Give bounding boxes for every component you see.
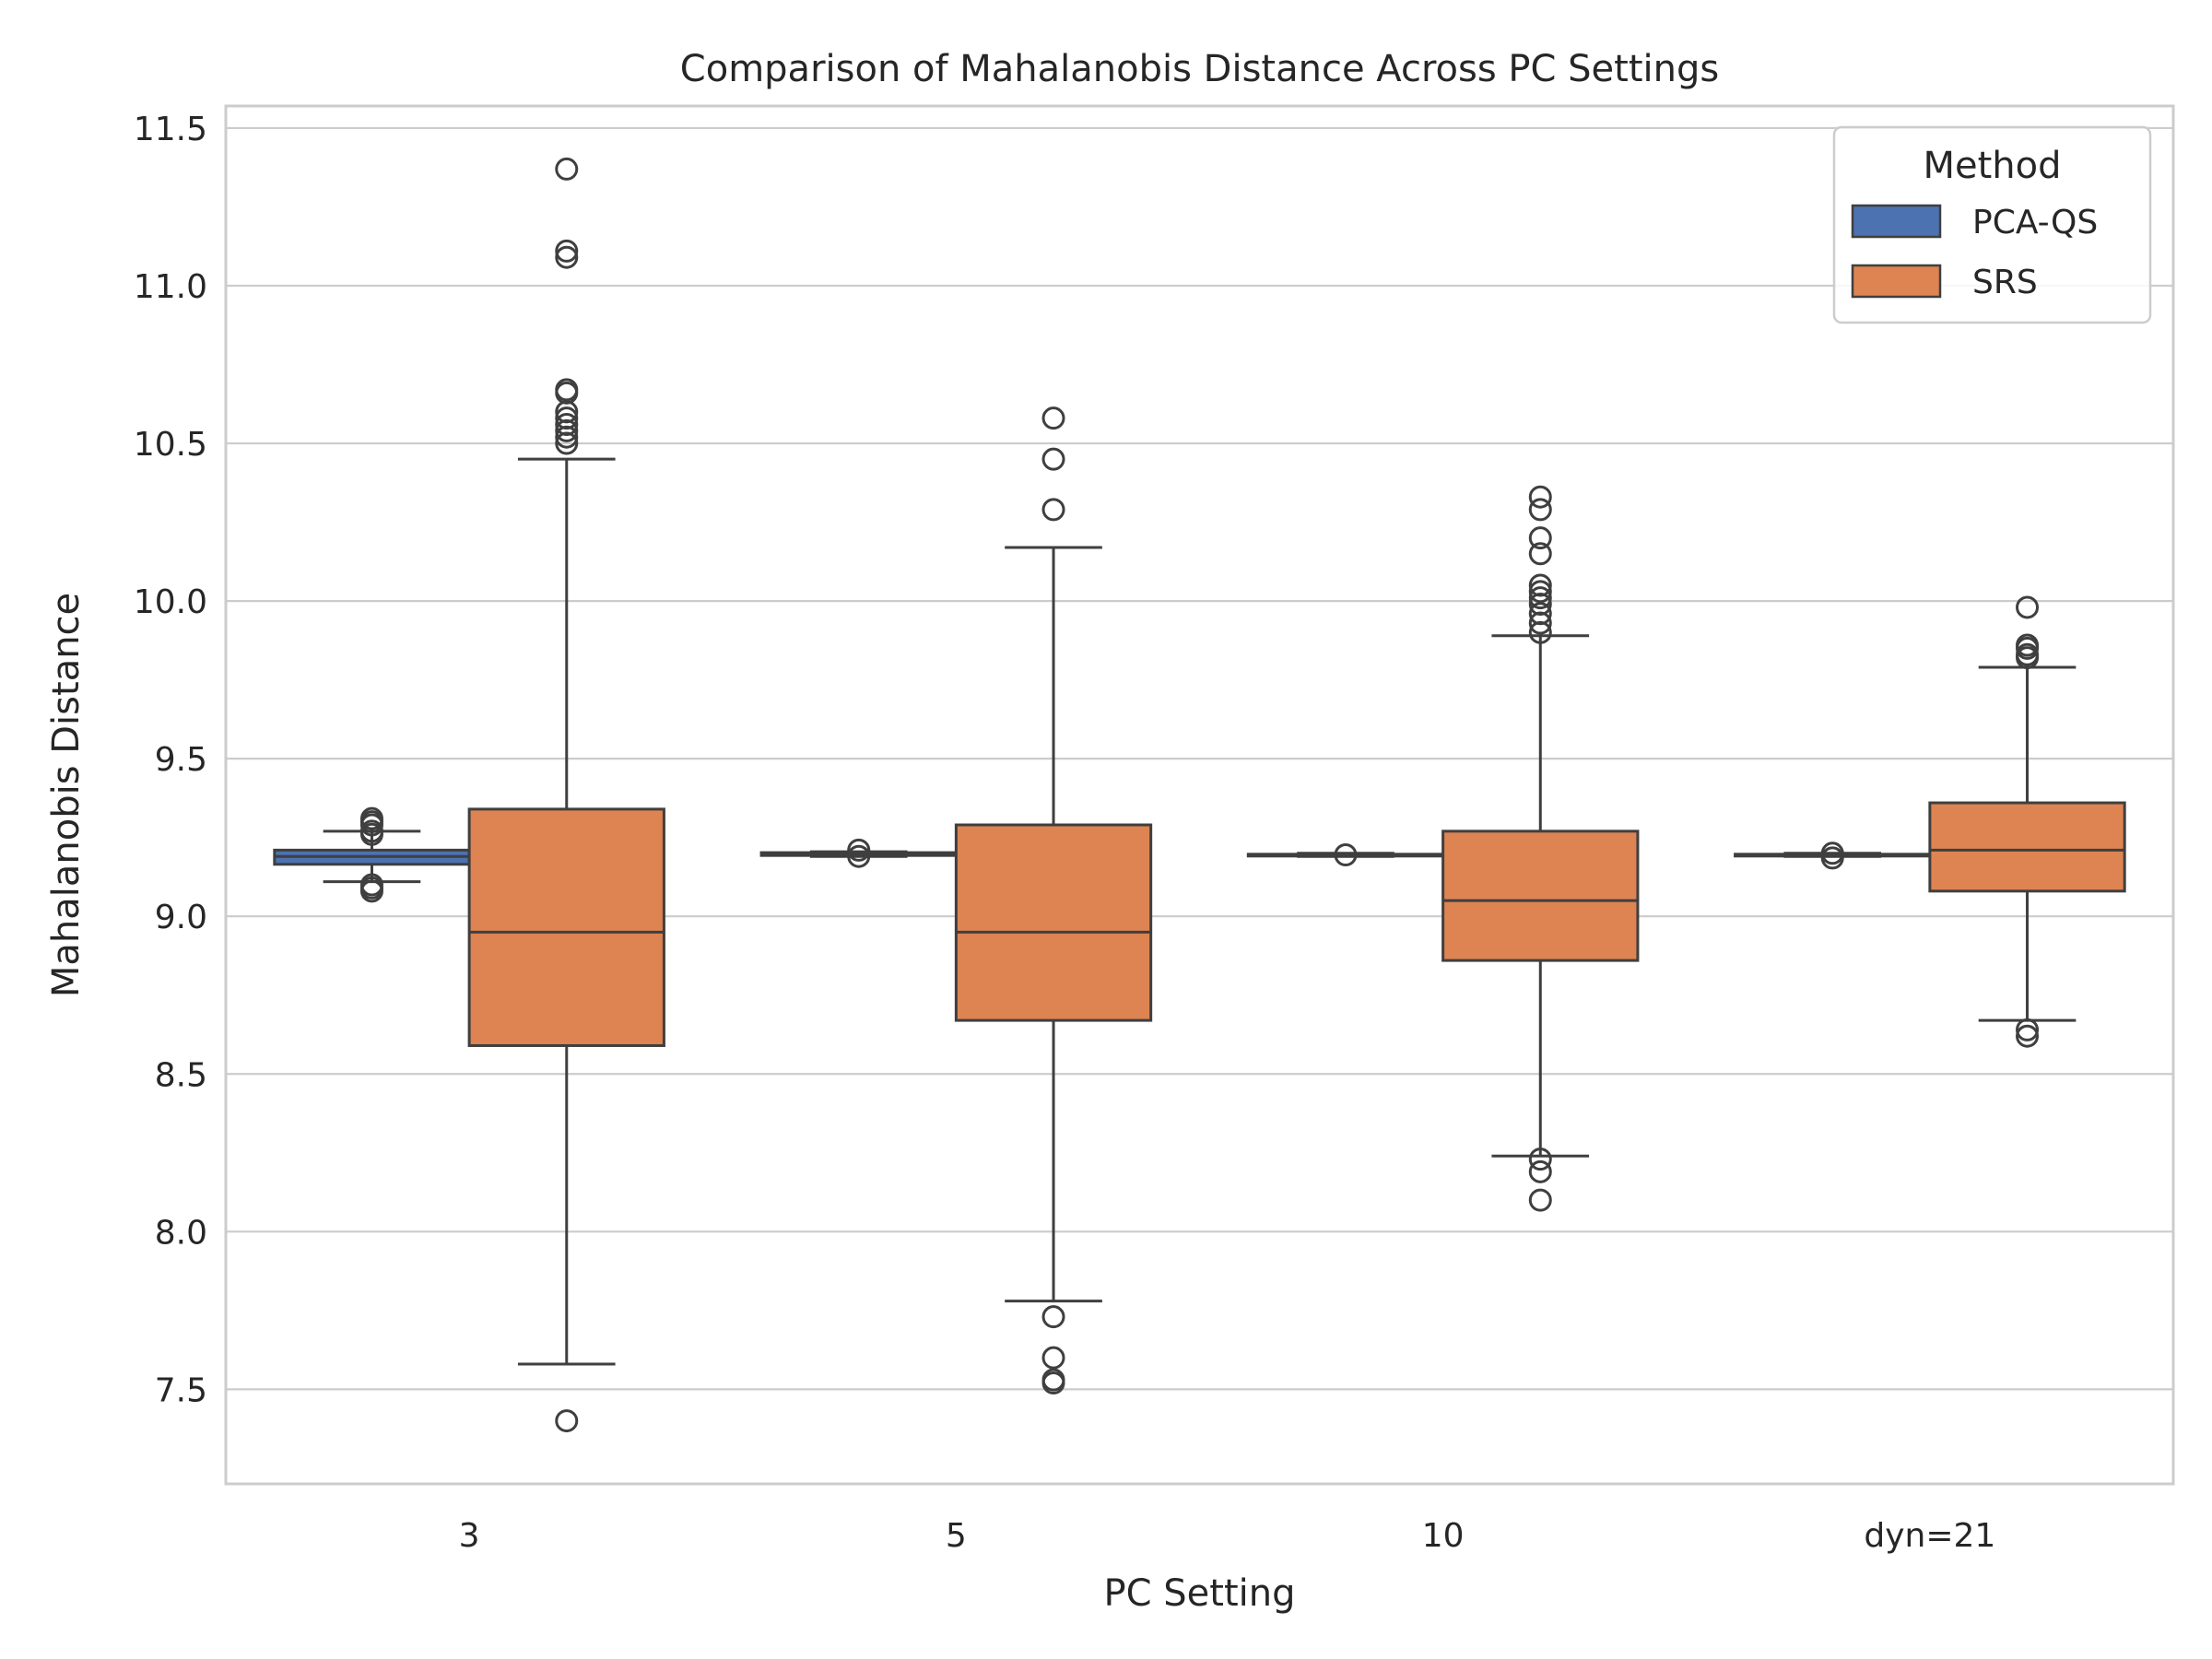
y-tick-label: 8.5 — [155, 1056, 207, 1094]
chart-title: Comparison of Mahalanobis Distance Acros… — [680, 48, 1719, 90]
box-srs — [467, 807, 665, 1047]
outlier-point — [2016, 1024, 2040, 1048]
outlier-point — [1528, 526, 1552, 550]
outlier-point — [1528, 498, 1552, 522]
outlier-point — [1820, 846, 1844, 870]
y-tick-label: 10.0 — [134, 583, 207, 621]
outlier-point — [555, 239, 579, 263]
outlier-point — [359, 813, 383, 837]
x-tick-label: dyn=21 — [1864, 1517, 1995, 1555]
outlier-point — [847, 844, 871, 868]
x-tick-label: 5 — [946, 1517, 967, 1555]
x-tick-label: 10 — [1422, 1517, 1465, 1555]
outlier-point — [359, 876, 383, 900]
x-tick-label: 3 — [459, 1517, 480, 1555]
box-srs — [954, 823, 1153, 1022]
y-tick-label: 7.5 — [155, 1371, 207, 1409]
outlier-point — [1528, 485, 1552, 509]
outlier-point — [1041, 498, 1065, 522]
y-tick-label: 11.0 — [134, 268, 207, 306]
y-tick-label: 9.5 — [155, 741, 207, 779]
outlier-point — [1528, 1159, 1552, 1183]
outlier-point — [1528, 542, 1552, 566]
outlier-point — [1041, 447, 1065, 471]
outlier-point — [2016, 1018, 2040, 1041]
outlier-point — [1528, 586, 1552, 610]
outlier-point — [555, 431, 579, 455]
outlier-point — [359, 822, 383, 846]
box-srs — [1441, 830, 1640, 962]
outlier-point — [555, 418, 579, 442]
outlier-point — [1041, 1346, 1065, 1370]
outlier-point — [1528, 580, 1552, 604]
outlier-point — [1528, 1147, 1552, 1171]
x-axis-label: PC Setting — [1104, 1572, 1296, 1615]
outlier-point — [1334, 843, 1358, 866]
outlier-point — [1041, 1305, 1065, 1329]
outlier-point — [2016, 636, 2040, 660]
outlier-point — [2016, 595, 2040, 619]
outlier-point — [555, 157, 579, 181]
outlier-point — [1528, 611, 1552, 635]
y-tick-label: 11.5 — [134, 111, 207, 148]
legend-swatch-srs — [1851, 264, 1942, 299]
outlier-point — [1041, 1371, 1065, 1395]
plot-area — [226, 106, 2173, 1484]
box-srs — [1928, 801, 2126, 893]
y-tick-label: 10.5 — [134, 426, 207, 464]
outlier-point — [847, 838, 871, 862]
legend-label: SRS — [1972, 264, 2038, 301]
outlier-point — [359, 806, 383, 830]
y-axis-label: Mahalanobis Distance — [45, 593, 88, 997]
outlier-point — [555, 245, 579, 269]
outlier-point — [555, 1409, 579, 1433]
outlier-point — [1041, 406, 1065, 430]
y-tick-label: 8.0 — [155, 1214, 207, 1252]
outlier-point — [2016, 646, 2040, 670]
legend-label: PCA-QS — [1972, 204, 2098, 241]
legend-swatch-pca-qs — [1851, 204, 1942, 239]
legend-title: Method — [1923, 145, 2061, 187]
y-tick-label: 9.0 — [155, 899, 207, 936]
plot-frame — [224, 104, 2175, 1486]
outlier-point — [1528, 1188, 1552, 1212]
outlier-point — [1528, 620, 1552, 644]
outlier-point — [555, 425, 579, 449]
